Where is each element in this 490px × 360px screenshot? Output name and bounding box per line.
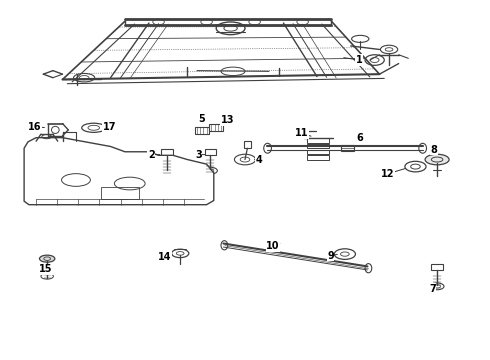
Text: 9: 9 [327, 251, 334, 261]
Polygon shape [24, 138, 214, 205]
Text: 11: 11 [295, 129, 308, 139]
Text: 14: 14 [158, 252, 171, 262]
Text: 7: 7 [429, 284, 436, 294]
Bar [209, 124, 223, 131]
Text: 6: 6 [357, 133, 364, 143]
Text: 5: 5 [198, 114, 205, 124]
Bar [307, 150, 329, 154]
Bar [161, 149, 173, 156]
Bar [244, 141, 251, 148]
Text: 13: 13 [221, 115, 234, 125]
Ellipse shape [40, 255, 55, 262]
Text: 4: 4 [256, 154, 263, 165]
Ellipse shape [425, 154, 449, 165]
Bar [341, 145, 354, 151]
Text: 8: 8 [430, 145, 437, 155]
Text: 1: 1 [356, 55, 363, 65]
Text: 10: 10 [266, 241, 280, 251]
Text: 12: 12 [381, 168, 395, 179]
Bar [307, 144, 329, 148]
Bar [195, 127, 209, 134]
Bar [307, 138, 329, 143]
Bar [205, 149, 216, 155]
Bar [307, 155, 329, 159]
Text: 3: 3 [195, 150, 202, 159]
Bar [431, 264, 443, 270]
Text: 16: 16 [28, 122, 42, 132]
Text: 17: 17 [103, 122, 116, 132]
Text: 2: 2 [148, 150, 155, 159]
Text: 15: 15 [39, 264, 52, 274]
Bar [101, 187, 139, 199]
